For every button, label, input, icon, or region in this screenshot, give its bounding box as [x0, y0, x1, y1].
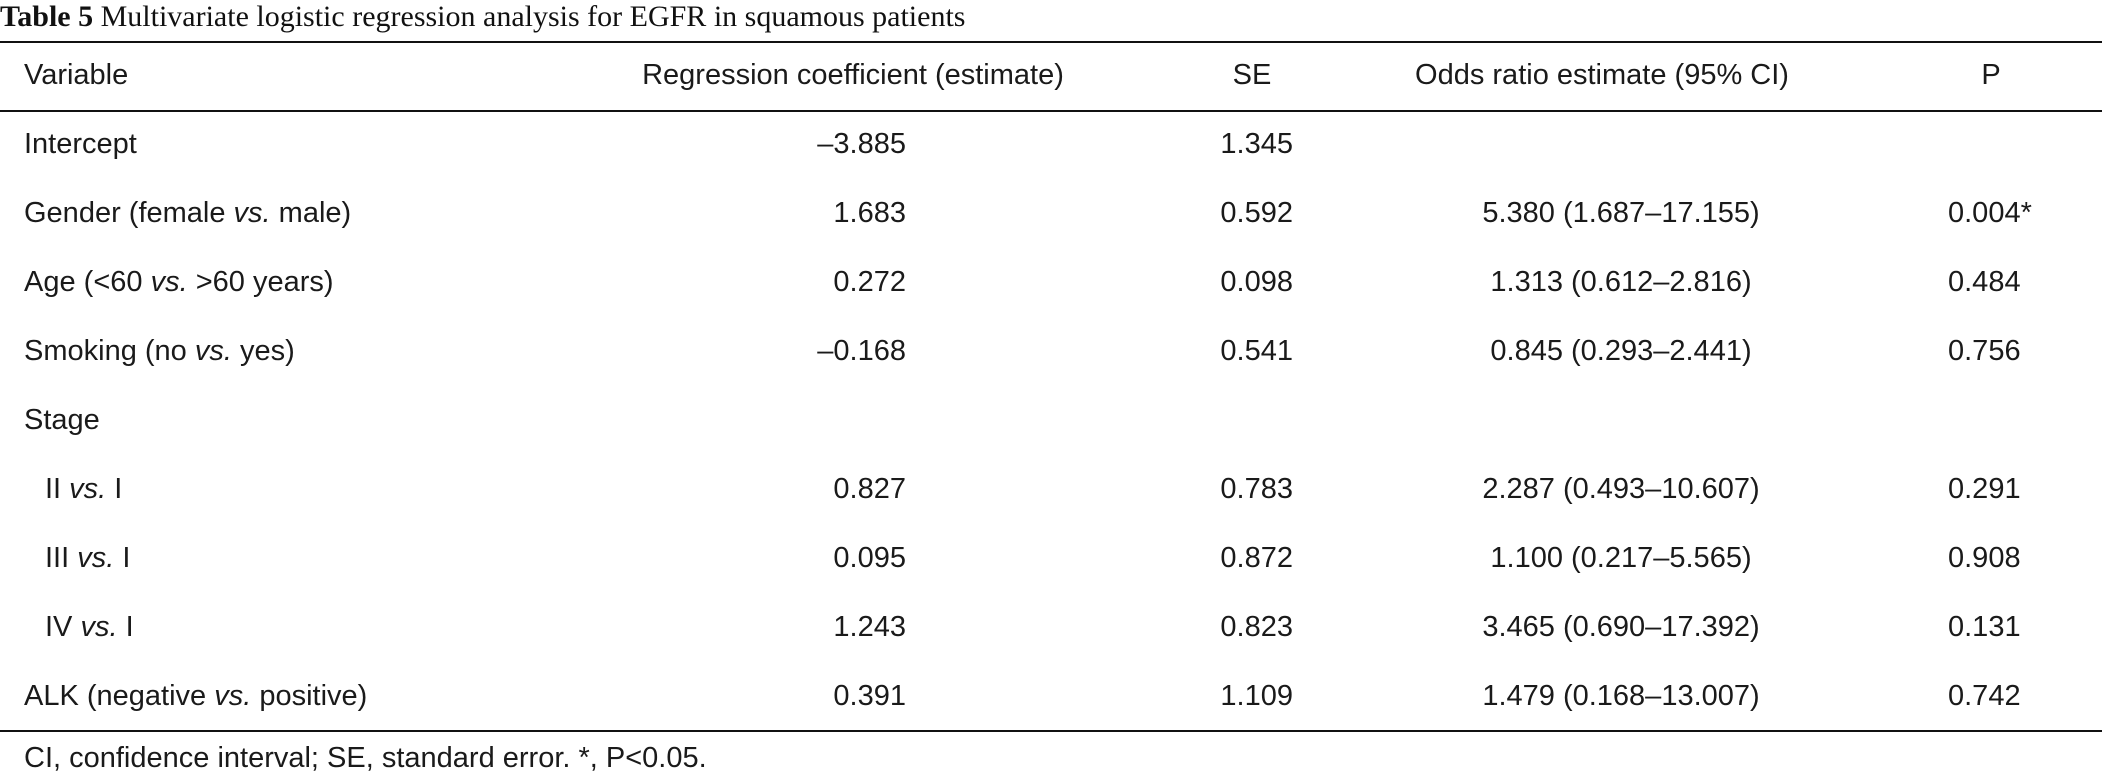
row-intercept-se: 1.345 — [1220, 128, 1293, 160]
variable-text: male) — [270, 197, 352, 229]
vs-text: vs. — [194, 335, 232, 367]
row-gender-variable: Gender (female vs. male) — [24, 194, 351, 232]
row-intercept-coefficient: –3.885 — [817, 128, 906, 160]
variable-text: I — [117, 611, 134, 643]
row-stage-iii-coefficient: 0.095 — [833, 542, 906, 574]
row-stage-iii-variable: III vs. I — [45, 539, 130, 577]
header-p: P — [1981, 59, 2001, 91]
row-age-variable: Age (<60 vs. >60 years) — [24, 263, 334, 301]
variable-text: II — [45, 473, 70, 505]
row-stage-iv-variable: IV vs. I — [45, 608, 134, 646]
variable-text: yes) — [231, 335, 295, 367]
row-alk-se: 1.109 — [1220, 680, 1293, 712]
row-age-odds-ratio: 1.313 (0.612–2.816) — [1490, 266, 1752, 298]
row-alk-variable: ALK (negative vs. positive) — [24, 677, 367, 715]
row-gender-coefficient: 1.683 — [833, 197, 906, 229]
vs-text: vs. — [150, 266, 188, 298]
variable-text: I — [114, 542, 131, 574]
top-rule — [0, 41, 2102, 43]
variable-text: Smoking (no — [24, 335, 195, 367]
vs-text: vs. — [69, 473, 107, 505]
vs-text: vs. — [233, 197, 271, 229]
bottom-rule — [0, 730, 2102, 732]
row-gender-odds-ratio: 5.380 (1.687–17.155) — [1482, 197, 1760, 229]
row-stage-iv-se: 0.823 — [1220, 611, 1293, 643]
variable-text: I — [106, 473, 123, 505]
row-age-se: 0.098 — [1220, 266, 1293, 298]
header-variable: Variable — [24, 59, 129, 91]
table-caption: Table 5 Multivariate logistic regression… — [0, 0, 965, 40]
row-stage-iii-odds-ratio: 1.100 (0.217–5.565) — [1490, 542, 1752, 574]
header-se: SE — [1232, 59, 1272, 91]
header-coefficient: Regression coefficient (estimate) — [642, 59, 1064, 91]
row-smoking-variable: Smoking (no vs. yes) — [24, 332, 295, 370]
row-stage-ii-variable: II vs. I — [45, 470, 122, 508]
variable-text: Gender (female — [24, 197, 234, 229]
row-smoking-se: 0.541 — [1220, 335, 1293, 367]
row-stage-ii-coefficient: 0.827 — [833, 473, 906, 505]
header-odds-ratio: Odds ratio estimate (95% CI) — [1415, 59, 1789, 91]
row-alk-p: 0.742 — [1948, 680, 2021, 712]
vs-text: vs. — [77, 542, 115, 574]
variable-text: Intercept — [24, 128, 137, 160]
row-stage-iv-p: 0.131 — [1948, 611, 2021, 643]
table-caption-text: Multivariate logistic regression analysi… — [100, 0, 966, 33]
row-age-coefficient: 0.272 — [833, 266, 906, 298]
row-stage-ii-odds-ratio: 2.287 (0.493–10.607) — [1482, 473, 1760, 505]
vs-text: vs. — [214, 680, 252, 712]
row-alk-coefficient: 0.391 — [833, 680, 906, 712]
row-stage-iv-odds-ratio: 3.465 (0.690–17.392) — [1482, 611, 1760, 643]
row-smoking-coefficient: –0.168 — [817, 335, 906, 367]
table-footnote: CI, confidence interval; SE, standard er… — [24, 742, 707, 774]
row-smoking-p: 0.756 — [1948, 335, 2021, 367]
row-stage-variable: Stage — [24, 401, 100, 439]
row-stage-iii-p: 0.908 — [1948, 542, 2021, 574]
row-stage-iii-se: 0.872 — [1220, 542, 1293, 574]
row-stage-iv-coefficient: 1.243 — [833, 611, 906, 643]
vs-text: vs. — [80, 611, 118, 643]
variable-text: Stage — [24, 404, 100, 436]
variable-text: Age (<60 — [24, 266, 151, 298]
row-smoking-odds-ratio: 0.845 (0.293–2.441) — [1490, 335, 1752, 367]
variable-text: ALK (negative — [24, 680, 215, 712]
variable-text: III — [45, 542, 78, 574]
variable-text: IV — [45, 611, 81, 643]
variable-text: positive) — [251, 680, 368, 712]
row-stage-ii-p: 0.291 — [1948, 473, 2021, 505]
row-stage-ii-se: 0.783 — [1220, 473, 1293, 505]
table-caption-label: Table 5 — [0, 0, 94, 33]
header-rule — [0, 110, 2102, 112]
variable-text: >60 years) — [187, 266, 334, 298]
row-intercept-variable: Intercept — [24, 125, 137, 163]
row-gender-p: 0.004* — [1948, 197, 2032, 229]
row-alk-odds-ratio: 1.479 (0.168–13.007) — [1482, 680, 1760, 712]
row-gender-se: 0.592 — [1220, 197, 1293, 229]
row-age-p: 0.484 — [1948, 266, 2021, 298]
